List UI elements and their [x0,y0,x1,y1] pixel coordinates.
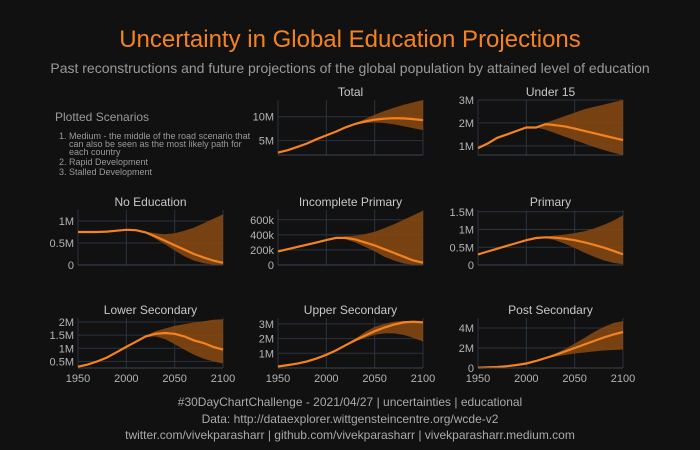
y-tick-label: 200k [250,245,274,257]
y-tick-label: 2M [59,317,74,329]
footer-challenge: #30DayChartChallenge - 2021/04/27 | unce… [177,395,523,409]
y-tick-label: 1.5M [50,330,74,342]
panel-primary: Primary 0 0.5M 1M 1.5M [450,195,624,272]
median-line-primary [477,236,624,256]
panel-title-lower-secondary: Lower Secondary [104,303,197,317]
footer: #30DayChartChallenge - 2021/04/27 | unce… [0,394,700,444]
y-tick-label: 1.5M [450,207,474,219]
scenario-legend: Plotted Scenarios Medium - the middle of… [55,110,255,178]
median-line-no-education [78,228,224,264]
panel-title-post-secondary: Post Secondary [508,303,593,317]
panel-under-15: Under 15 1M 2M 3M [459,85,624,156]
median-line-under-15 [477,122,624,150]
panel-title-under-15: Under 15 [526,85,576,99]
uncertainty-band-post-secondary [478,321,623,368]
x-tick-label: 1950 [66,373,90,385]
x-tick-label: 1950 [266,373,290,385]
panel-title-total: Total [338,85,363,99]
y-tick-label: 3M [259,319,274,331]
y-tick-label: 2M [259,334,274,346]
y-tick-label: 2M [459,118,474,130]
y-tick-label: 0.5M [50,238,74,250]
y-tick-label: 1M [59,343,74,355]
median-line-lower-secondary [77,331,224,368]
panel-total: Total 5M 10M [253,85,424,156]
y-tick-label: 0.5M [450,242,474,254]
x-tick-label: 2100 [211,373,235,385]
x-tick-label: 2000 [314,373,338,385]
y-tick-label: 5M [259,136,274,148]
y-tick-label: 2M [459,343,474,355]
chart-title: Uncertainty in Global Education Projecti… [119,26,581,53]
panel-upper-secondary: Upper Secondary 1M 2M 3M 1950 2000 2050 2100 [259,303,436,385]
median-line-total [277,117,424,154]
y-tick-label: 0 [268,260,274,272]
y-tick-label: 0 [468,363,474,375]
x-tick-label: 2050 [162,373,186,385]
footer-social-links: twitter.com/vivekparasharr | github.com/… [125,428,575,442]
x-tick-label: 1950 [466,373,490,385]
median-line-post-secondary [477,330,624,369]
uncertainty-band-lower-secondary [78,319,223,367]
scenario-list: Medium - the middle of the road scenario… [55,132,255,177]
scenario-legend-title: Plotted Scenarios [55,110,150,124]
uncertainty-band-no-education [78,214,223,265]
y-tick-label: 1M [259,348,274,360]
scenario-item-stalled: Stalled Development [69,168,255,177]
x-tick-label: 2000 [514,373,538,385]
uncertainty-band-upper-secondary [278,320,423,367]
uncertainty-band-under-15 [478,100,623,155]
panel-no-education: No Education 0 0.5M 1M [50,195,224,272]
x-tick-label: 2100 [611,373,635,385]
x-tick-label: 2050 [562,373,586,385]
y-tick-label: 3M [459,95,474,107]
y-tick-label: 600k [250,215,274,227]
median-line-incomplete-primary [277,236,424,264]
y-tick-label: 1M [459,225,474,237]
y-tick-label: 400k [250,230,274,242]
footer-data-source: Data: http://dataexplorer.wittgensteince… [201,411,499,426]
y-tick-label: 10M [253,112,274,124]
panel-title-no-education: No Education [114,195,186,209]
chart-subtitle: Past reconstructions and future projecti… [50,60,650,76]
x-tick-label: 2100 [411,373,435,385]
panel-title-incomplete-primary: Incomplete Primary [299,195,402,209]
x-tick-label: 2000 [114,373,138,385]
y-tick-label: 0.5M [50,356,74,368]
y-tick-label: 0 [68,260,74,272]
uncertainty-band-primary [478,215,623,265]
x-tick-label: 2050 [362,373,386,385]
panel-title-upper-secondary: Upper Secondary [304,303,397,317]
uncertainty-band-total [278,100,423,153]
y-tick-label: 1M [459,141,474,153]
panel-incomplete-primary: Incomplete Primary 0 200k 400k 600k [250,195,424,272]
median-line-upper-secondary [277,320,424,368]
scenario-item-medium: Medium - the middle of the road scenario… [69,132,255,157]
panel-title-primary: Primary [530,195,571,209]
panel-post-secondary: Post Secondary 0 2M 4M 1950 2000 2050 2100 [459,303,636,385]
y-tick-label: 4M [459,323,474,335]
scenario-item-rapid: Rapid Development [69,158,255,167]
y-tick-label: 0 [468,260,474,272]
y-tick-label: 1M [59,216,74,228]
